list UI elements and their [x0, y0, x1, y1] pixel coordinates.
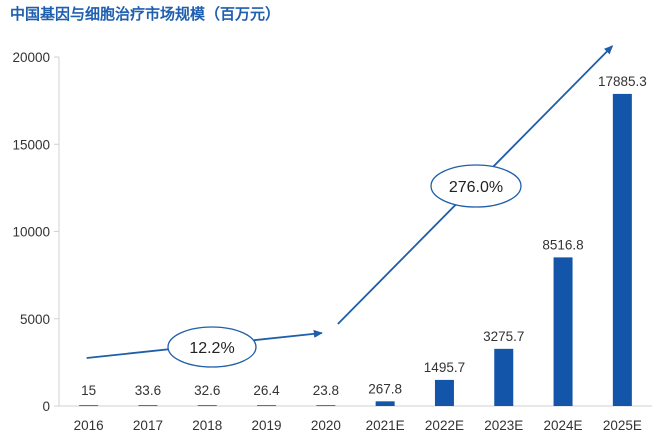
chart-title: 中国基因与细胞治疗市场规模（百万元） [10, 5, 280, 23]
x-tick-label: 2022E [425, 418, 464, 433]
bar [79, 405, 99, 406]
y-tick-label: 20000 [12, 50, 50, 65]
bar [257, 405, 277, 406]
bar [316, 405, 336, 406]
bar [375, 401, 395, 406]
data-label: 17885.3 [598, 74, 647, 89]
x-tick-label: 2019 [252, 418, 282, 433]
y-tick-label: 0 [42, 399, 50, 414]
y-tick-label: 15000 [12, 137, 50, 152]
bar [138, 405, 158, 406]
bar [553, 257, 573, 406]
bar [197, 405, 217, 406]
x-tick-label: 2021E [366, 418, 405, 433]
x-tick-label: 2023E [484, 418, 523, 433]
growth-annotations: 12.2% 276.0% [86, 45, 614, 368]
growth-label-1: 12.2% [189, 340, 234, 357]
growth-bubble-2 [430, 164, 522, 208]
data-label: 26.4 [253, 383, 280, 398]
data-label: 33.6 [135, 383, 161, 398]
x-tick-label: 2016 [74, 418, 104, 433]
data-labels: 15 33.6 32.6 26.4 23.8 267.8 1495.7 3275.7 8516.… [81, 74, 647, 398]
bar [494, 348, 514, 406]
x-tick-label: 2020 [311, 418, 341, 433]
y-axis-ticks: 0 5000 10000 15000 20000 [12, 50, 59, 414]
data-label: 15 [81, 383, 96, 398]
data-label: 32.6 [194, 383, 220, 398]
x-axis-ticks: 2016 2017 2018 2019 2020 2021E 2022E 2023E 2024E… [74, 418, 642, 433]
x-tick-label: 2018 [192, 418, 222, 433]
data-label: 23.8 [313, 383, 339, 398]
growth-label-2: 276.0% [449, 179, 503, 196]
data-label: 8516.8 [542, 237, 583, 252]
bar [434, 379, 454, 406]
data-label: 267.8 [368, 381, 402, 396]
bar [612, 93, 632, 406]
x-tick-label: 2025E [603, 418, 642, 433]
y-tick-label: 5000 [20, 312, 50, 327]
x-tick-label: 2017 [133, 418, 163, 433]
y-tick-label: 10000 [12, 225, 50, 240]
growth-bubble-1 [167, 326, 257, 368]
bars [79, 93, 632, 406]
x-tick-label: 2024E [544, 418, 583, 433]
data-label: 1495.7 [424, 360, 465, 375]
data-label: 3275.7 [483, 329, 524, 344]
